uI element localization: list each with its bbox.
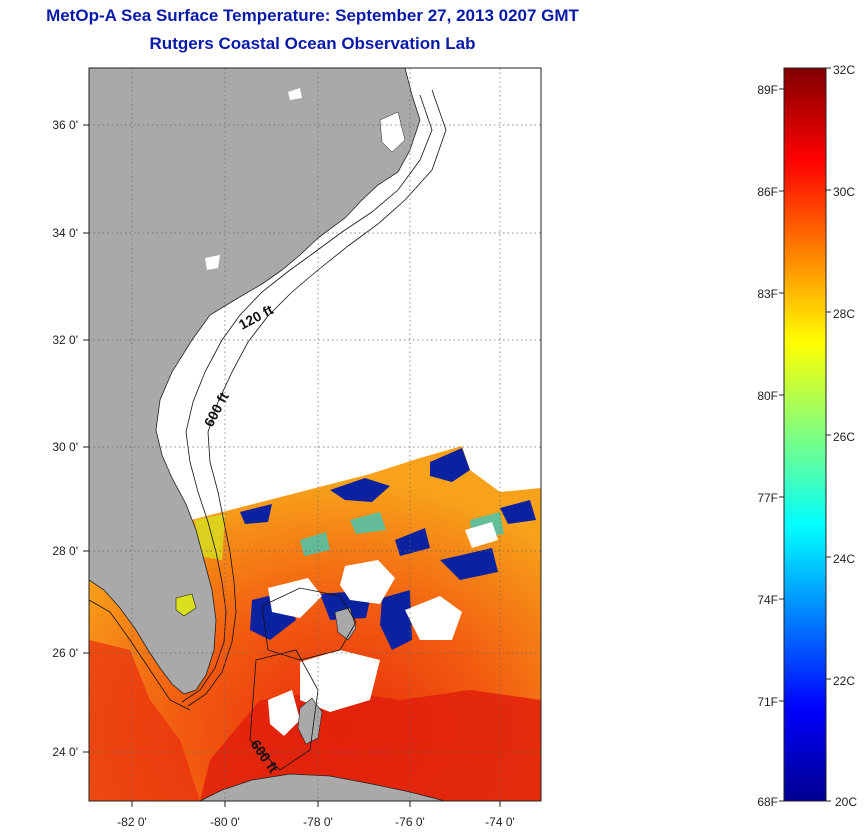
lat-tick-label: 36 0' (52, 118, 78, 132)
pamlico-sound (379, 111, 406, 153)
map-frame (88, 67, 542, 802)
lat-tick-label: 34 0' (52, 226, 78, 240)
lat-tick-label: 30 0' (52, 440, 78, 454)
contour-bahamas-2 (249, 649, 319, 771)
no-data-patches (268, 522, 498, 736)
land-mass-cuba (199, 773, 446, 801)
colorbar-celsius-label: 26C (833, 430, 855, 444)
lat-tick-label: 32 0' (52, 333, 78, 347)
colorbar-fahrenheit-label: 89F (757, 83, 778, 97)
map-grid (89, 68, 541, 801)
colorbar-celsius-label: 24C (833, 552, 855, 566)
colorbar-fahrenheit-label: 74F (757, 593, 778, 607)
colorbar-fahrenheit-label: 68F (757, 795, 778, 809)
lon-tick-label: -78 0' (303, 815, 333, 829)
lon-tick-label: -74 0' (485, 815, 515, 829)
colorbar-gradient (783, 67, 827, 802)
axis-ticks (83, 124, 501, 807)
map-subtitle: Rutgers Coastal Ocean Observation Lab (149, 34, 476, 53)
colorbar-fahrenheit-label: 86F (757, 185, 778, 199)
colorbar-celsius-label: 22C (833, 674, 855, 688)
land-mass-us (89, 68, 421, 695)
depth-contours (89, 89, 447, 771)
colorbar-fahrenheit-label: 71F (757, 695, 778, 709)
lake-okeechobee (175, 593, 197, 617)
lat-tick-label: 26 0' (52, 646, 78, 660)
land-mass-andros (297, 697, 323, 745)
contour-600ft (187, 89, 447, 707)
colorbar-celsius-label: 30C (833, 185, 855, 199)
inland-lake (205, 255, 220, 270)
colorbar-celsius-label: 32C (833, 63, 855, 77)
map-area: 120 ft 600 ft 600 ft (89, 68, 541, 801)
lat-tick-label: 24 0' (52, 745, 78, 759)
contour-gulf (89, 599, 191, 711)
colorbar-fahrenheit-label: 83F (757, 287, 778, 301)
colorbar-fahrenheit-label: 77F (757, 491, 778, 505)
sst-hot-zone-2 (89, 640, 200, 801)
lat-tick-label: 28 0' (52, 544, 78, 558)
colorbar-fahrenheit-label: 80F (757, 389, 778, 403)
contour-120ft (181, 94, 433, 703)
map-title: MetOp-A Sea Surface Temperature: Septemb… (46, 6, 579, 25)
lon-tick-label: -76 0' (395, 815, 425, 829)
colorbar-celsius-label: 28C (833, 307, 855, 321)
contour-bahamas-1 (261, 587, 357, 661)
lon-tick-label: -82 0' (117, 815, 147, 829)
inland-lake-2 (288, 88, 302, 100)
lon-tick-label: -80 0' (210, 815, 240, 829)
colorbar: 32C 30C 28C 26C 24C 22C 20C 89F 86F 83F … (757, 63, 857, 809)
colorbar-celsius-label: 20C (835, 795, 857, 809)
